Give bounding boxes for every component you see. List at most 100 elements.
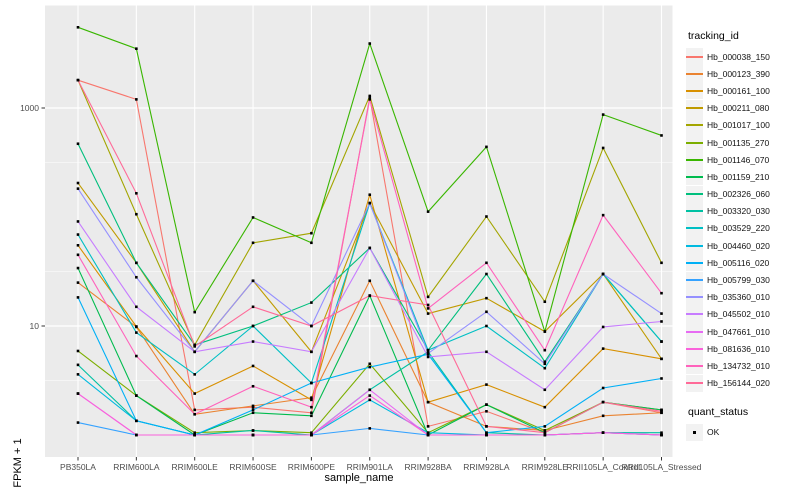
data-point [251, 241, 255, 245]
data-point [426, 400, 430, 404]
data-point [76, 181, 80, 185]
series-color-line-icon [686, 227, 703, 230]
data-point [660, 312, 663, 315]
data-point [485, 383, 488, 386]
data-point [251, 305, 255, 309]
legend-label: Hb_035360_010 [707, 292, 770, 303]
legend-label: Hb_000161_100 [707, 85, 770, 96]
legend-label: Hb_000123_390 [707, 68, 770, 79]
legend-item: Hb_001135_270 [686, 134, 798, 152]
legend-key [686, 357, 703, 375]
x-tick-label: RRII105LA_Control [566, 462, 640, 472]
data-point [76, 233, 80, 236]
legend-item: Hb_003320_030 [686, 202, 798, 220]
data-point [368, 427, 372, 430]
y-tick-label: 10 [30, 321, 40, 331]
x-tick-label: PB350LA [60, 462, 96, 472]
legend-key [686, 116, 703, 134]
legend-key [686, 99, 703, 117]
data-point [485, 403, 488, 406]
x-tick-label: RRIM901LA [347, 462, 394, 472]
series-color-line-icon [686, 210, 703, 213]
data-point [368, 365, 372, 369]
data-point [135, 261, 138, 265]
legend-item: Hb_001146_070 [686, 151, 798, 169]
data-point [543, 362, 547, 366]
legend-key [686, 168, 703, 186]
legend-label: Hb_156144_020 [707, 378, 770, 389]
legend-label: Hb_000211_080 [707, 103, 770, 114]
legend-label: Hb_004460_020 [707, 240, 770, 251]
data-point [251, 340, 255, 343]
data-point [601, 272, 605, 276]
data-point [251, 216, 255, 219]
legend-key [686, 254, 703, 272]
data-point [76, 373, 80, 376]
data-point [368, 362, 372, 366]
series-color-line-icon [686, 158, 703, 161]
data-point [310, 433, 313, 437]
data-point [76, 78, 80, 82]
data-point [310, 405, 313, 409]
legend-key [686, 48, 703, 66]
legend-item: Hb_047661_010 [686, 323, 798, 341]
legend-item: Hb_045502_010 [686, 305, 798, 323]
legend-label: Hb_081636_010 [707, 343, 770, 354]
data-point [251, 411, 255, 415]
data-point [426, 431, 430, 434]
data-point [193, 310, 196, 314]
black-square-marker-icon [693, 430, 696, 434]
data-point [426, 303, 430, 307]
data-point [193, 412, 196, 416]
data-point [368, 279, 372, 283]
data-point [660, 409, 663, 413]
data-point [660, 357, 663, 361]
data-point [485, 350, 488, 354]
legend-label: Hb_005799_030 [707, 275, 770, 286]
data-point [485, 431, 488, 434]
data-point [543, 300, 547, 304]
x-tick-label: RRII105LA_Stressed [622, 462, 702, 472]
data-point [76, 392, 80, 395]
data-point [193, 431, 196, 434]
legend-key [686, 65, 703, 83]
data-point [76, 281, 80, 284]
data-point [310, 431, 313, 434]
series-color-line-icon [686, 89, 703, 92]
data-point [660, 377, 663, 380]
legend-label: Hb_001159_210 [707, 171, 770, 182]
data-point [368, 398, 372, 402]
data-point [426, 307, 430, 310]
data-point [135, 354, 138, 358]
data-point [193, 350, 196, 354]
data-point [543, 425, 547, 428]
y-axis-title: FPKM + 1 [12, 438, 24, 488]
data-point [660, 433, 663, 437]
data-point [543, 366, 547, 370]
data-point [660, 411, 663, 415]
data-point [135, 191, 138, 195]
legend-label: Hb_001146_070 [707, 154, 770, 165]
data-point [426, 295, 430, 299]
legend-item: Hb_004460_020 [686, 237, 798, 255]
series-color-line-icon [686, 124, 703, 127]
data-point [543, 388, 547, 392]
legend-label: OK [707, 427, 720, 438]
x-tick-label: RRIM928LA [463, 462, 510, 472]
data-point [660, 340, 663, 343]
data-point [660, 431, 663, 434]
legend-key [686, 82, 703, 100]
data-point [310, 324, 313, 328]
data-point [76, 244, 80, 247]
data-point [485, 145, 488, 149]
data-point [251, 324, 255, 328]
data-point [135, 98, 138, 101]
data-point [601, 400, 605, 404]
legend-key [686, 219, 703, 237]
data-point [601, 386, 605, 390]
data-point [251, 433, 255, 437]
data-point [660, 408, 663, 412]
data-point [76, 266, 80, 270]
x-tick-label: RRIM600PE [288, 462, 336, 472]
data-point [426, 312, 430, 315]
